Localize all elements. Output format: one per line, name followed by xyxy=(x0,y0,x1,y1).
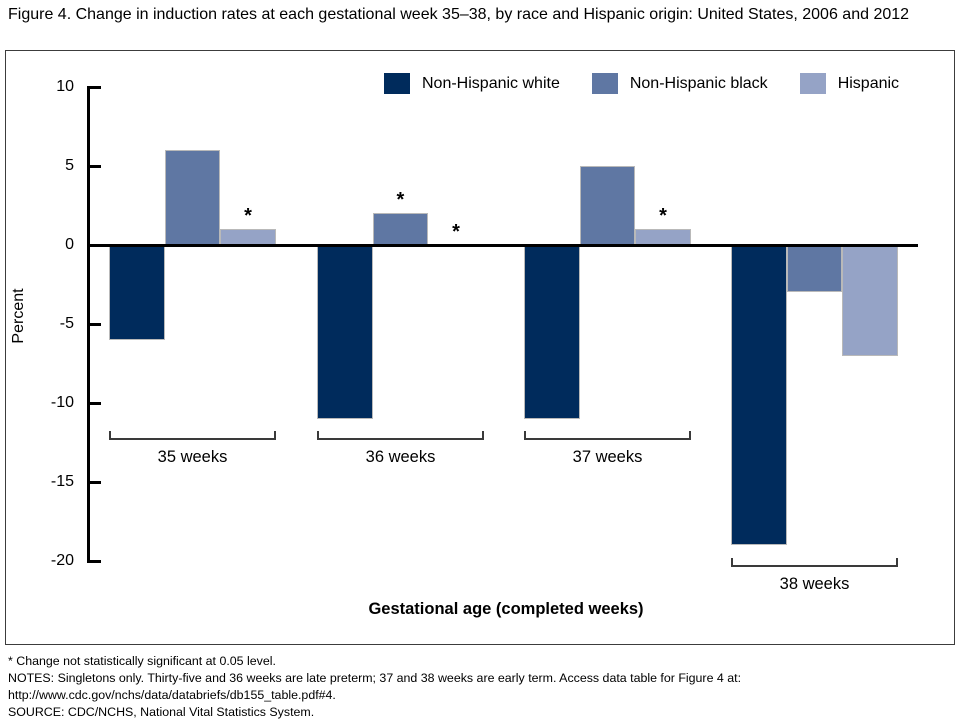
y-tick-label: -10 xyxy=(50,394,74,411)
y-axis-title: Percent xyxy=(10,288,27,344)
bar-0-1 xyxy=(317,245,373,419)
group-bracket xyxy=(109,431,276,440)
group-label: 38 weeks xyxy=(779,575,850,593)
bar-2-3 xyxy=(842,245,898,356)
legend-swatch xyxy=(799,73,826,94)
plot-area: Percent Non-Hispanic white Non-Hispanic b… xyxy=(6,51,954,644)
figure-title: Figure 4. Change in induction rates at e… xyxy=(8,6,910,23)
not-significant-asterisk: * xyxy=(659,205,667,228)
bar-1-3 xyxy=(786,245,843,293)
footnotes: * Change not statistically significant a… xyxy=(8,653,956,721)
y-tick-label: 5 xyxy=(65,157,74,174)
footnote-asterisk: * Change not statistically significant a… xyxy=(8,654,276,668)
legend-label: Non-Hispanic black xyxy=(629,74,768,92)
legend-item-1: Non-Hispanic black xyxy=(591,73,768,94)
legend-item-2: Hispanic xyxy=(799,73,900,94)
bar-0-0 xyxy=(109,245,165,340)
bar-0-2 xyxy=(524,245,580,419)
x-axis-title: Gestational age (completed weeks) xyxy=(368,600,644,618)
y-tick xyxy=(90,85,101,89)
y-tick-label: -15 xyxy=(50,473,74,490)
bar-1-2 xyxy=(579,166,636,245)
y-tick-label: 0 xyxy=(65,236,74,253)
group-label: 36 weeks xyxy=(365,448,436,466)
zero-line xyxy=(87,243,918,247)
chart-legend: Non-Hispanic white Non-Hispanic black Hisp… xyxy=(384,73,899,94)
chart-frame: Percent Non-Hispanic white Non-Hispanic b… xyxy=(5,50,955,645)
legend-swatch xyxy=(591,73,618,94)
bar-1-1 xyxy=(372,213,429,245)
not-significant-asterisk: * xyxy=(396,189,405,212)
group-label: 37 weeks xyxy=(572,448,643,466)
legend-label: Non-Hispanic white xyxy=(422,74,560,92)
legend-swatch xyxy=(384,73,410,94)
y-tick xyxy=(90,559,101,563)
y-tick xyxy=(90,322,101,326)
group-bracket xyxy=(731,558,898,567)
bar-0-3 xyxy=(731,245,787,546)
y-axis-line xyxy=(87,85,90,563)
legend-label: Hispanic xyxy=(837,74,900,92)
y-tick-label: -5 xyxy=(59,315,74,332)
y-tick xyxy=(90,401,101,405)
y-tick xyxy=(90,164,101,168)
group-bracket xyxy=(524,431,691,440)
footnote-source: SOURCE: CDC/NCHS, National Vital Statist… xyxy=(8,705,315,719)
y-tick-label: 10 xyxy=(56,78,74,95)
group-label: 35 weeks xyxy=(157,448,228,466)
bar-1-0 xyxy=(164,150,221,245)
legend-item-0: Non-Hispanic white xyxy=(384,73,560,94)
footnote-notes: NOTES: Singletons only. Thirty-five and … xyxy=(8,671,742,702)
not-significant-asterisk: * xyxy=(452,221,460,243)
y-tick-label: -20 xyxy=(50,552,74,569)
group-bracket xyxy=(317,431,484,440)
not-significant-asterisk: * xyxy=(244,205,252,228)
y-tick xyxy=(90,480,101,484)
